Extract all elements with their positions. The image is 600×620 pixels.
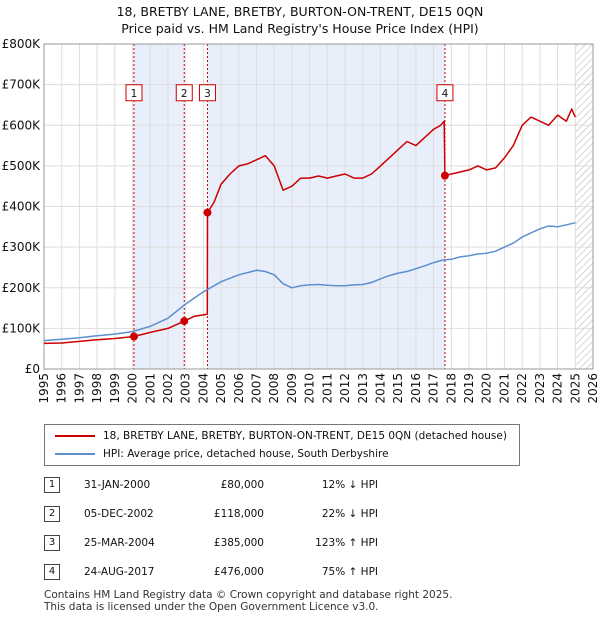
sale-date: 05-DEC-2002: [84, 508, 154, 520]
hpi-line: [43, 222, 576, 342]
x-tick-label: 2019: [462, 373, 476, 404]
sale-number-box: [198, 84, 216, 102]
x-tick-label: 2013: [356, 373, 370, 404]
y-tick-label: £500K: [2, 159, 42, 173]
x-tick-label: 1998: [90, 373, 104, 404]
sale-hpi-change: 12% ↓ HPI: [321, 479, 378, 491]
x-tick-label: 2022: [515, 373, 529, 404]
x-tick-label: 2001: [143, 373, 157, 404]
property-price-line: [43, 108, 576, 345]
plot-frame: [43, 43, 594, 370]
sale-row: 1 31-JAN-2000 £80,000 12% ↓ HPI: [44, 474, 564, 496]
footer: Contains HM Land Registry data © Crown c…: [44, 589, 453, 613]
sale-number-box: [125, 84, 143, 102]
legend-item-property: 18, BRETBY LANE, BRETBY, BURTON-ON-TRENT…: [55, 429, 507, 443]
sale-price: £118,000: [213, 508, 264, 520]
sale-number-box: [175, 84, 193, 102]
x-tick-label: 2011: [320, 373, 334, 404]
x-tick-label: 2009: [285, 373, 299, 404]
sale-number-label: 2: [181, 88, 188, 100]
x-tick-label: 2016: [409, 373, 423, 404]
x-tick-label: 2007: [250, 373, 264, 404]
y-tick-label: £600K: [2, 118, 42, 132]
sale-hpi-change: 123% ↑ HPI: [315, 537, 378, 549]
sale-number-label: 4: [442, 88, 449, 100]
sale-point: [180, 317, 189, 326]
y-tick-label: £700K: [2, 78, 42, 92]
y-tick-label: £300K: [2, 240, 42, 254]
sale-number-label: 1: [131, 88, 138, 100]
x-tick-label: 2017: [427, 373, 441, 404]
sale-number-badge: 1: [44, 477, 60, 493]
sale-date: 25-MAR-2004: [84, 537, 155, 549]
sale-date: 31-JAN-2000: [84, 479, 151, 491]
chart-title-line1: 18, BRETBY LANE, BRETBY, BURTON-ON-TRENT…: [116, 4, 484, 19]
footer-line-licence: This data is licensed under the Open Gov…: [44, 600, 379, 613]
sale-number-badge: 2: [44, 506, 60, 522]
x-tick-label: 2014: [373, 373, 387, 404]
sale-hpi-change: 22% ↓ HPI: [321, 508, 378, 520]
x-tick-label: 1997: [72, 373, 86, 404]
legend-item-hpi: HPI: Average price, detached house, Sout…: [55, 447, 389, 461]
x-tick-label: 2012: [338, 373, 352, 404]
x-tick-label: 2002: [161, 373, 175, 404]
x-tick-label: 2020: [480, 373, 494, 404]
price-chart: £0 £100K £200K £300K £400K £500K £600K £700K £80…: [2, 37, 600, 404]
legend-swatch-hpi: [55, 453, 95, 455]
x-tick-label: 2003: [179, 373, 193, 404]
x-tick-label: 2025: [568, 373, 582, 404]
x-tick-label: 1995: [37, 373, 51, 404]
legend-label-hpi: HPI: Average price, detached house, Sout…: [103, 448, 389, 460]
sale-row: 2 05-DEC-2002 £118,000 22% ↓ HPI: [44, 503, 564, 525]
sale-number-badge: 4: [44, 564, 60, 580]
legend-swatch-property: [55, 435, 95, 437]
x-tick-label: 1999: [108, 373, 122, 404]
x-tick-label: 2004: [196, 373, 210, 404]
y-tick-label: £400K: [2, 200, 42, 214]
chart-title-line2: Price paid vs. HM Land Registry's House …: [121, 21, 479, 36]
x-tick-label: 2026: [586, 373, 600, 404]
x-tick-label: 2000: [126, 373, 140, 404]
footer-line-copyright: Contains HM Land Registry data © Crown c…: [44, 589, 453, 601]
sale-point: [440, 171, 449, 180]
y-tick-label: £200K: [2, 281, 42, 295]
x-tick-label: 2015: [391, 373, 405, 404]
x-tick-label: 2010: [303, 373, 317, 404]
x-tick-label: 2005: [214, 373, 228, 404]
y-tick-label: £0: [25, 362, 40, 376]
sale-price: £80,000: [220, 479, 264, 491]
sale-number-box: [436, 84, 454, 102]
sale-price: £385,000: [213, 537, 264, 549]
x-tick-label: 2006: [232, 373, 246, 404]
legend: 18, BRETBY LANE, BRETBY, BURTON-ON-TRENT…: [44, 424, 520, 466]
x-tick-label: 2008: [267, 373, 281, 404]
sale-number-badge: 3: [44, 535, 60, 551]
y-tick-label: £100K: [2, 321, 42, 335]
sale-date: 24-AUG-2017: [84, 566, 155, 578]
sale-row: 3 25-MAR-2004 £385,000 123% ↑ HPI: [44, 532, 564, 554]
sale-row: 4 24-AUG-2017 £476,000 75% ↑ HPI: [44, 561, 564, 583]
sale-price: £476,000: [213, 566, 264, 578]
legend-label-property: 18, BRETBY LANE, BRETBY, BURTON-ON-TRENT…: [103, 430, 507, 442]
sale-point: [129, 332, 138, 341]
sale-hpi-change: 75% ↑ HPI: [321, 566, 378, 578]
y-tick-label: £800K: [2, 37, 42, 51]
sale-number-label: 3: [204, 88, 211, 100]
x-tick-label: 2024: [551, 373, 565, 404]
x-tick-label: 2023: [533, 373, 547, 404]
x-tick-label: 1996: [55, 373, 69, 404]
x-tick-label: 2018: [444, 373, 458, 404]
x-tick-label: 2021: [497, 373, 511, 404]
sale-point: [203, 208, 212, 217]
